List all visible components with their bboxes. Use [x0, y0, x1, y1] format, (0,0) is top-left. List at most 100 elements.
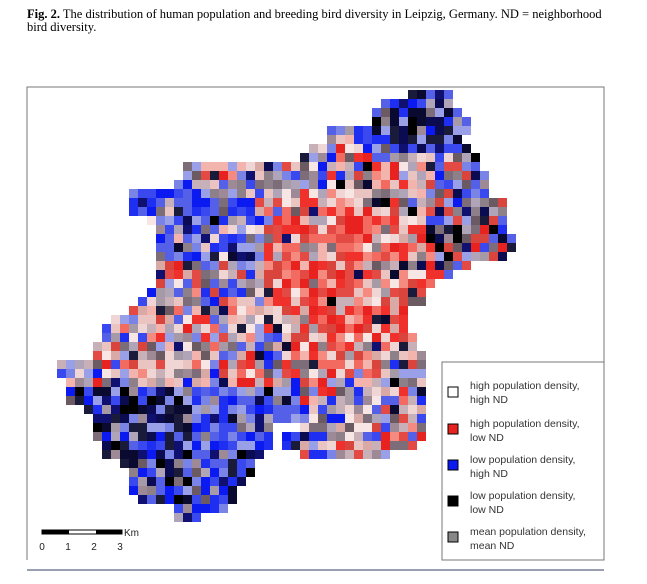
map-cell: [165, 477, 174, 486]
map-cell: [345, 423, 354, 432]
map-cell: [165, 342, 174, 351]
map-cell: [291, 189, 300, 198]
map-cell: [318, 180, 327, 189]
map-cell: [381, 198, 390, 207]
map-cell: [237, 432, 246, 441]
map-cell: [165, 396, 174, 405]
map-cell: [201, 405, 210, 414]
map-cell: [228, 432, 237, 441]
map-cell: [174, 450, 183, 459]
map-cell: [309, 378, 318, 387]
map-cell: [291, 414, 300, 423]
map-cell: [273, 387, 282, 396]
map-cell: [282, 189, 291, 198]
map-cell: [399, 270, 408, 279]
map-cell: [309, 243, 318, 252]
map-cell: [363, 270, 372, 279]
map-cell: [291, 216, 300, 225]
map-cell: [327, 423, 336, 432]
map-cell: [363, 441, 372, 450]
map-cell: [408, 441, 417, 450]
map-cell: [165, 225, 174, 234]
map-cell: [363, 315, 372, 324]
map-cell: [417, 117, 426, 126]
map-cell: [219, 450, 228, 459]
map-cell: [165, 351, 174, 360]
map-cell: [120, 387, 129, 396]
map-cell: [507, 234, 516, 243]
map-cell: [138, 486, 147, 495]
map-cell: [237, 342, 246, 351]
map-cell: [435, 225, 444, 234]
map-cell: [255, 297, 264, 306]
map-cell: [147, 369, 156, 378]
map-cell: [462, 189, 471, 198]
map-cell: [372, 171, 381, 180]
map-cell: [399, 234, 408, 243]
map-cell: [300, 378, 309, 387]
map-cell: [165, 306, 174, 315]
map-cell: [408, 243, 417, 252]
legend-label: mean ND: [470, 540, 515, 552]
map-cell: [354, 414, 363, 423]
map-cell: [183, 261, 192, 270]
map-cell: [291, 396, 300, 405]
map-cell: [174, 225, 183, 234]
map-cell: [300, 153, 309, 162]
map-cell: [183, 414, 192, 423]
map-cell: [453, 189, 462, 198]
map-cell: [273, 252, 282, 261]
map-cell: [264, 216, 273, 225]
map-cell: [399, 162, 408, 171]
map-cell: [192, 315, 201, 324]
map-cell: [291, 378, 300, 387]
map-cell: [192, 324, 201, 333]
map-cell: [390, 297, 399, 306]
map-cell: [255, 243, 264, 252]
map-cell: [417, 207, 426, 216]
map-cell: [372, 405, 381, 414]
map-cell: [282, 225, 291, 234]
map-cell: [201, 315, 210, 324]
map-cell: [201, 270, 210, 279]
map-cell: [480, 252, 489, 261]
map-cell: [210, 297, 219, 306]
map-cell: [138, 405, 147, 414]
map-cell: [327, 360, 336, 369]
map-cell: [138, 468, 147, 477]
legend-label: low population density,: [470, 490, 575, 502]
map-cell: [102, 450, 111, 459]
map-cell: [336, 378, 345, 387]
map-cell: [399, 135, 408, 144]
map-cell: [327, 315, 336, 324]
map-cell: [282, 162, 291, 171]
map-cell: [120, 342, 129, 351]
map-cell: [291, 171, 300, 180]
map-cell: [417, 234, 426, 243]
map-cell: [363, 405, 372, 414]
map-cell: [201, 342, 210, 351]
map-cell: [435, 126, 444, 135]
map-cell: [174, 234, 183, 243]
map-cell: [273, 279, 282, 288]
map-cell: [246, 459, 255, 468]
map-cell: [228, 324, 237, 333]
map-cell: [147, 288, 156, 297]
map-cell: [345, 288, 354, 297]
map-cell: [489, 198, 498, 207]
map-cell: [192, 216, 201, 225]
map-cell: [228, 234, 237, 243]
map-cell: [147, 315, 156, 324]
map-cell: [336, 180, 345, 189]
map-cell: [480, 171, 489, 180]
map-cell: [327, 306, 336, 315]
map-cell: [372, 306, 381, 315]
map-cell: [372, 378, 381, 387]
map-cell: [165, 243, 174, 252]
map-cell: [183, 513, 192, 522]
map-cell: [201, 306, 210, 315]
map-cell: [453, 144, 462, 153]
map-cell: [228, 405, 237, 414]
map-cell: [273, 396, 282, 405]
map-cell: [246, 468, 255, 477]
